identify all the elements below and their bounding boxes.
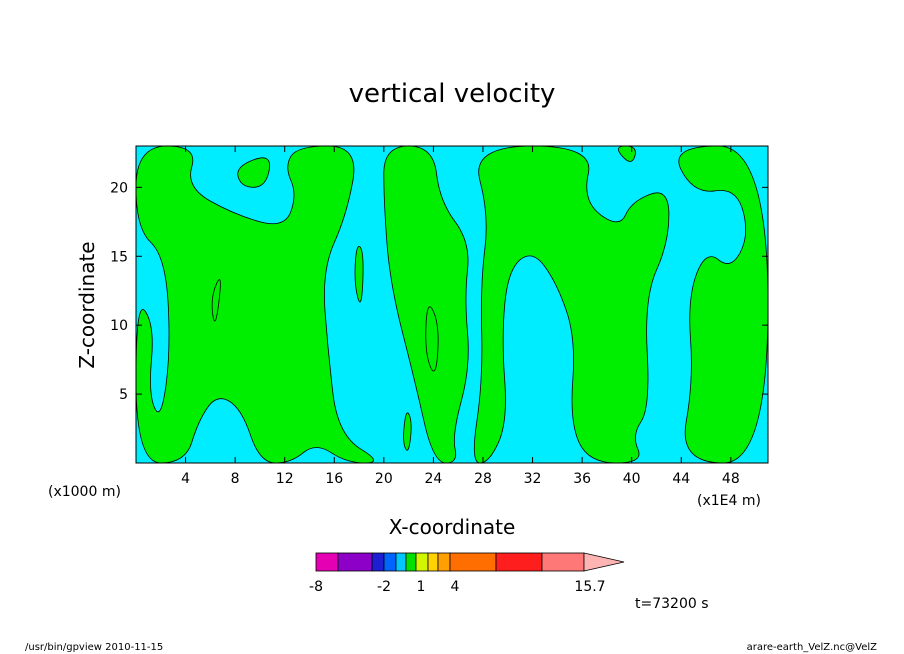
upward-velocity-region — [403, 412, 412, 451]
upward-velocity-region — [618, 145, 636, 162]
upward-velocity-region — [237, 157, 271, 188]
x-tick-label: 20 — [375, 471, 393, 487]
x-tick-label: 8 — [231, 471, 240, 487]
y-tick-label: 5 — [119, 387, 128, 403]
x-tick-label: 40 — [623, 471, 641, 487]
plot-frame — [135, 145, 769, 464]
upward-velocity-region — [211, 279, 221, 322]
colorbar-cell — [395, 552, 407, 572]
x-tick-label: 12 — [276, 471, 294, 487]
x-tick-label: 28 — [474, 471, 492, 487]
y-axis-label: Z-coordinate — [75, 241, 99, 368]
upward-velocity-region — [135, 145, 374, 464]
colorbar-label: 4 — [451, 579, 460, 595]
colorbar-cell — [371, 552, 385, 572]
footer-left: /usr/bin/gpview 2010-11-15 — [25, 642, 163, 653]
x-tick-label: 32 — [524, 471, 542, 487]
colorbar — [315, 552, 625, 572]
colorbar-cell — [383, 552, 397, 572]
colorbar-cell — [405, 552, 417, 572]
x-tick-label: 24 — [424, 471, 442, 487]
colorbar-arrow — [583, 552, 625, 572]
upward-velocity-region — [354, 246, 364, 303]
y-tick-label: 15 — [110, 249, 128, 265]
x-axis: 4 8 12 16 20 24 28 32 36 40 44 48 — [181, 146, 740, 487]
upward-velocity-region — [473, 145, 670, 464]
x-unit-left: (x1000 m) — [48, 484, 121, 500]
colorbar-labels: -8 -2 1 4 15.7 — [309, 579, 606, 595]
colorbar-label: -8 — [309, 579, 323, 595]
y-tick-label: 20 — [110, 180, 128, 196]
colorbar-label: 15.7 — [574, 579, 605, 595]
upward-velocity-region — [678, 145, 769, 464]
colorbar-cell — [495, 552, 543, 572]
upward-velocity-region — [425, 306, 439, 372]
upward-velocity-region — [383, 145, 469, 464]
x-tick-label: 16 — [325, 471, 343, 487]
plot-area — [135, 145, 769, 464]
x-tick-label: 4 — [181, 471, 190, 487]
y-axis: 5 10 15 20 — [110, 180, 768, 403]
colorbar-cell — [337, 552, 373, 572]
y-tick-label: 10 — [110, 318, 128, 334]
x-axis-label: X-coordinate — [389, 515, 516, 539]
x-unit-right: (x1E4 m) — [697, 493, 761, 509]
colorbar-label: -2 — [377, 579, 391, 595]
chart-title: vertical velocity — [349, 79, 556, 109]
time-label: t=73200 s — [635, 596, 709, 612]
colorbar-cell — [315, 552, 339, 572]
colorbar-label: 1 — [417, 579, 426, 595]
x-tick-label: 36 — [573, 471, 591, 487]
colorbar-cell — [415, 552, 429, 572]
colorbar-cell — [437, 552, 451, 572]
upward-velocity-regions — [135, 145, 769, 464]
colorbar-cell — [427, 552, 439, 572]
footer-right: arare-earth_VelZ.nc@VelZ — [747, 642, 878, 653]
colorbar-cell — [541, 552, 585, 572]
colorbar-cell — [449, 552, 497, 572]
x-tick-label: 44 — [672, 471, 690, 487]
x-tick-label: 48 — [722, 471, 740, 487]
